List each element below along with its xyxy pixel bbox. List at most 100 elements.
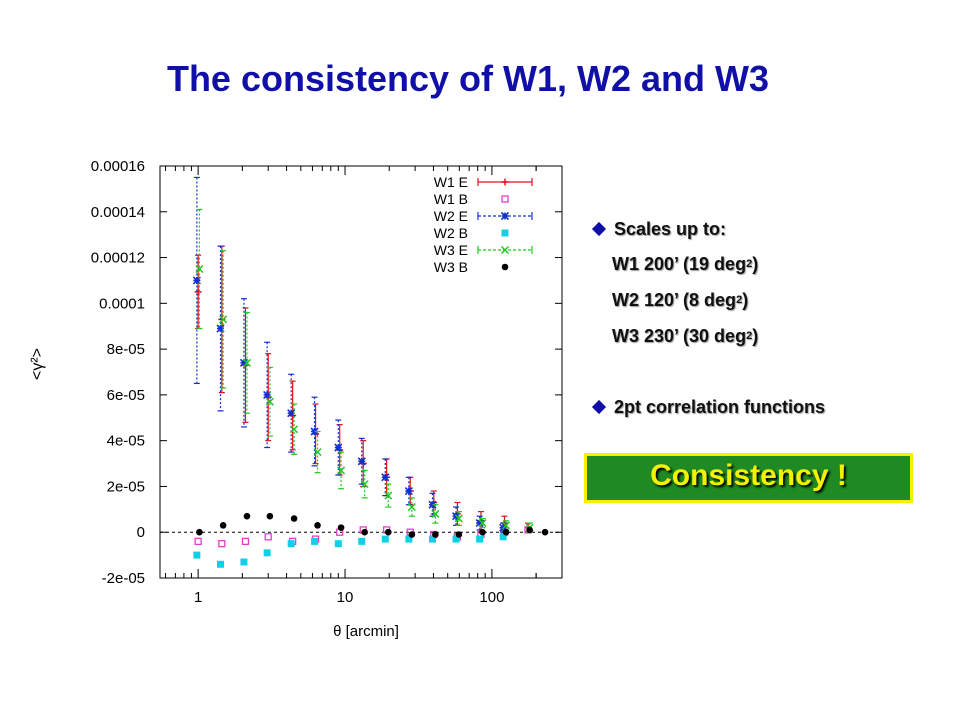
data-point bbox=[431, 509, 440, 518]
data-point bbox=[243, 512, 251, 520]
scale-line-w3-suffix: ) bbox=[752, 325, 759, 346]
data-point bbox=[475, 519, 484, 528]
data-point bbox=[216, 324, 225, 333]
data-point bbox=[454, 514, 463, 523]
data-point bbox=[194, 288, 202, 296]
y-tick-label: 0.00016 bbox=[91, 158, 145, 175]
bullet-scales-text: Scales up to: bbox=[614, 218, 727, 239]
data-point bbox=[311, 537, 319, 545]
plot-frame bbox=[159, 165, 563, 579]
slide-title: The consistency of W1, W2 and W3 bbox=[166, 58, 770, 99]
data-point bbox=[266, 512, 274, 520]
legend-label: W3 B bbox=[434, 259, 468, 275]
x-tick-label: 10 bbox=[337, 589, 354, 606]
data-point bbox=[334, 443, 343, 452]
consistency-banner: Consistency ! bbox=[584, 453, 913, 503]
data-point bbox=[360, 480, 369, 489]
data-point bbox=[452, 535, 460, 543]
series-w2-b bbox=[193, 533, 507, 568]
data-point bbox=[408, 531, 416, 538]
legend-marker bbox=[500, 245, 510, 255]
data-point bbox=[357, 457, 366, 466]
data-point bbox=[478, 519, 487, 528]
scale-line-w2-text: W2 120’ (8 deg bbox=[612, 289, 737, 310]
data-point bbox=[313, 448, 322, 457]
data-point bbox=[192, 276, 201, 285]
legend-label: W3 E bbox=[434, 242, 468, 258]
bullet-correlation: 2pt correlation functions bbox=[590, 390, 950, 424]
data-point bbox=[264, 533, 272, 541]
data-point bbox=[499, 533, 507, 541]
y-tick-label: 0.0001 bbox=[99, 295, 145, 312]
data-point bbox=[194, 537, 202, 546]
legend-marker bbox=[501, 195, 509, 203]
data-point bbox=[217, 560, 225, 568]
scale-line-w1: W1 200’ (19 deg 2) bbox=[590, 246, 950, 282]
data-point bbox=[384, 528, 392, 536]
data-point bbox=[407, 503, 416, 512]
data-point bbox=[239, 358, 248, 367]
data-point bbox=[337, 524, 345, 531]
y-tick-label: 0.00012 bbox=[91, 250, 145, 267]
y-tick-label: 6e-05 bbox=[107, 387, 145, 404]
scale-line-w3-sup: 2 bbox=[746, 330, 753, 342]
legend-label: W1 E bbox=[434, 174, 468, 190]
data-point bbox=[241, 537, 250, 546]
scale-line-w3-text: W3 230’ (30 deg bbox=[612, 325, 747, 346]
data-point bbox=[265, 397, 274, 406]
series-w1-e bbox=[194, 245, 532, 533]
y-tick-label: 0.00014 bbox=[91, 204, 145, 221]
x-axis-label: θ [arcmin] bbox=[333, 623, 399, 640]
data-point bbox=[263, 390, 272, 399]
w-consistency-chart: -2e-05 0 2e-05 4e-05 6e-05 8e-05 0.0001 0.00012… bbox=[29, 158, 563, 640]
diamond-bullet-icon bbox=[591, 399, 607, 415]
data-point bbox=[314, 522, 321, 529]
y-axis-label: <γ²> bbox=[29, 348, 46, 380]
data-point bbox=[218, 540, 226, 548]
data-point bbox=[405, 535, 413, 543]
data-point bbox=[428, 535, 436, 543]
bullet-gap bbox=[590, 354, 950, 390]
data-point bbox=[218, 315, 226, 323]
diamond-bullet-icon bbox=[591, 221, 607, 237]
legend-marker bbox=[501, 263, 509, 271]
data-point bbox=[310, 427, 319, 436]
data-point bbox=[455, 531, 463, 538]
data-point bbox=[384, 491, 393, 500]
scale-line-w1-text: W1 200’ (19 deg bbox=[612, 253, 747, 274]
y-tick-label: 4e-05 bbox=[107, 433, 145, 450]
data-point bbox=[219, 315, 228, 324]
data-point bbox=[526, 526, 533, 534]
scale-line-w2-sup: 2 bbox=[736, 294, 743, 306]
legend-marker bbox=[500, 211, 510, 221]
y-tick-label: 2e-05 bbox=[107, 478, 145, 495]
y-tick-label: 0 bbox=[137, 524, 145, 541]
x-tick-label: 1 bbox=[194, 589, 202, 606]
y-tick-label: -2e-05 bbox=[102, 570, 145, 587]
data-point bbox=[290, 515, 298, 522]
data-point bbox=[263, 549, 271, 557]
series-w3-e bbox=[195, 208, 534, 533]
data-point bbox=[240, 558, 248, 566]
bullet-list: Scales up to: W1 200’ (19 deg 2) W2 120’ … bbox=[590, 212, 950, 424]
legend-marker bbox=[501, 178, 509, 186]
data-point bbox=[242, 358, 251, 367]
scale-line-w1-sup: 2 bbox=[746, 258, 753, 270]
data-point bbox=[541, 528, 549, 536]
legend-label: W2 E bbox=[434, 208, 468, 224]
data-point bbox=[290, 425, 299, 434]
data-point bbox=[334, 540, 342, 548]
data-point bbox=[502, 521, 511, 530]
legend-label: W2 B bbox=[434, 225, 468, 241]
series-w3-b bbox=[196, 512, 549, 538]
data-point bbox=[502, 528, 510, 536]
data-point bbox=[358, 537, 366, 545]
data-point bbox=[196, 528, 203, 536]
data-point bbox=[287, 409, 296, 418]
data-point bbox=[381, 535, 389, 543]
data-point bbox=[361, 528, 368, 536]
data-point bbox=[476, 535, 484, 543]
data-point bbox=[195, 264, 204, 274]
legend-marker bbox=[501, 229, 509, 237]
data-point bbox=[404, 486, 413, 496]
